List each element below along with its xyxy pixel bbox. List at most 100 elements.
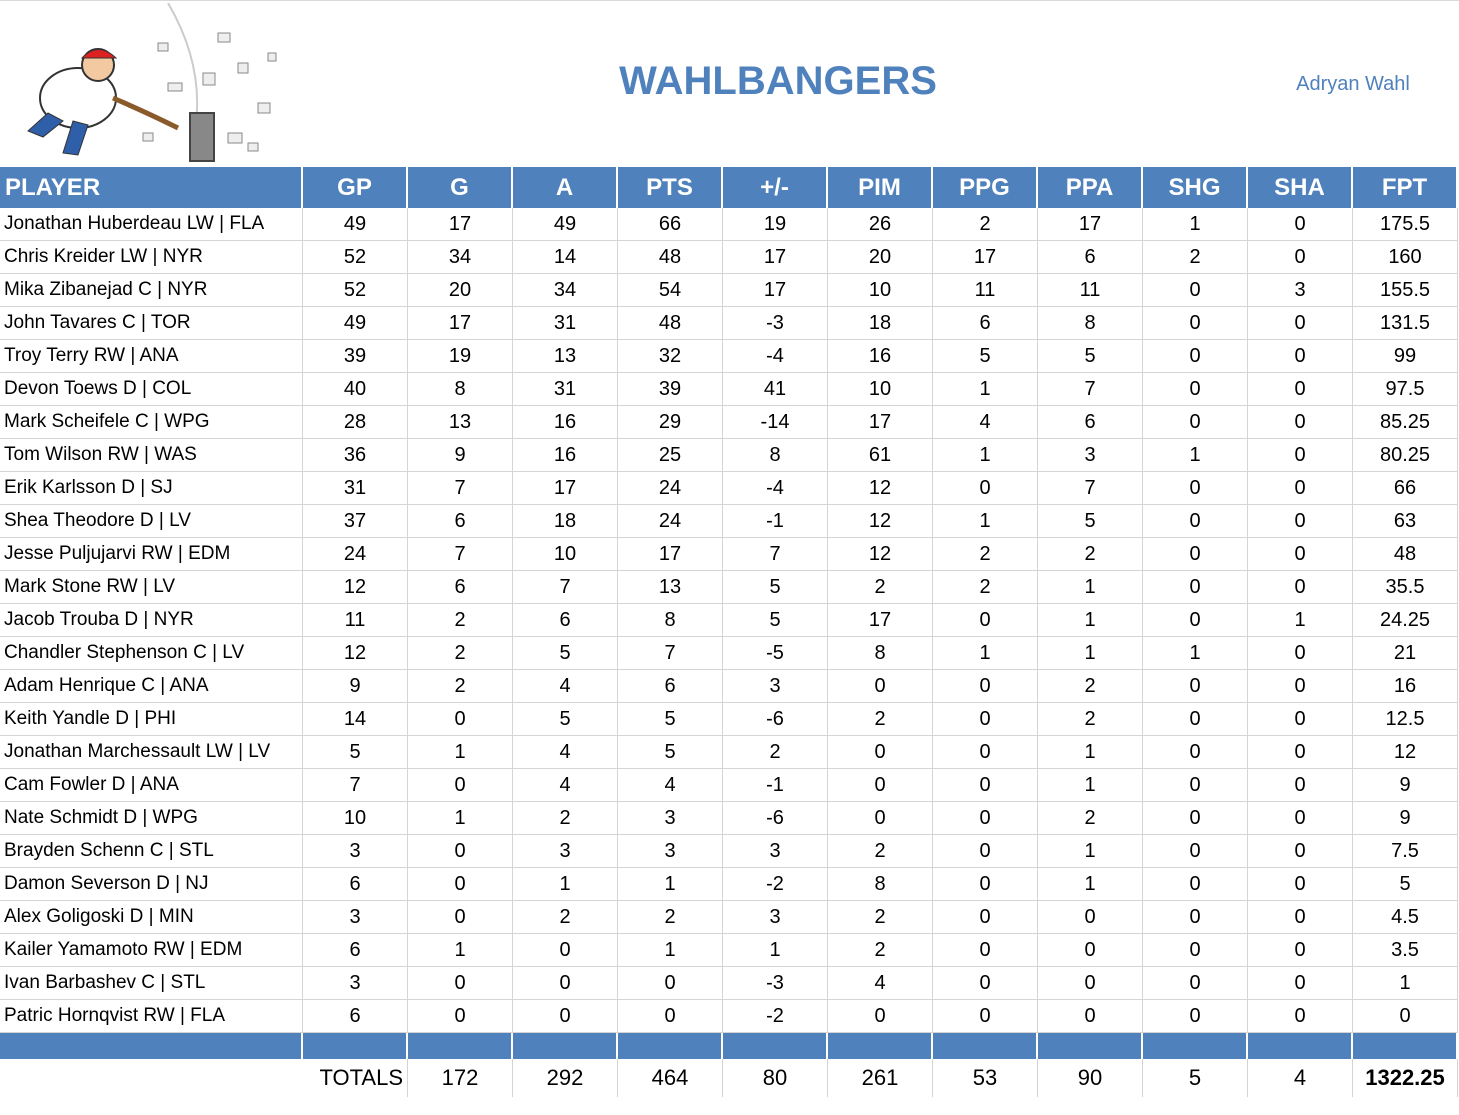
stat-cell: 0 [933, 967, 1038, 1000]
stat-cell: 80.25 [1353, 439, 1458, 472]
stat-cell: 0 [1143, 307, 1248, 340]
stat-cell: 4.5 [1353, 901, 1458, 934]
player-name: Nate Schmidt D | WPG [0, 802, 303, 835]
stat-cell: 0 [1038, 967, 1143, 1000]
stat-cell: 0 [828, 736, 933, 769]
stat-cell: 6 [513, 604, 618, 637]
column-header: G [408, 167, 513, 208]
stat-cell: 0 [1353, 1000, 1458, 1033]
stat-cell: 0 [1248, 307, 1353, 340]
stat-cell: 0 [1248, 439, 1353, 472]
stat-cell: 34 [408, 241, 513, 274]
stat-cell: 8 [828, 868, 933, 901]
stat-cell: 5 [1353, 868, 1458, 901]
stat-cell: 4 [513, 769, 618, 802]
stat-cell: -3 [723, 967, 828, 1000]
stat-cell: 2 [1038, 670, 1143, 703]
stat-cell: 31 [303, 472, 408, 505]
stat-cell: 0 [408, 901, 513, 934]
stat-cell: 17 [933, 241, 1038, 274]
stat-cell: 0 [1143, 406, 1248, 439]
stat-cell: 3 [303, 967, 408, 1000]
stat-cell: 160 [1353, 241, 1458, 274]
stat-cell: 7 [618, 637, 723, 670]
stat-cell: 0 [408, 967, 513, 1000]
stat-cell: 0 [828, 670, 933, 703]
stat-cell: 0 [1143, 703, 1248, 736]
separator-band [723, 1033, 828, 1059]
player-name: Ivan Barbashev C | STL [0, 967, 303, 1000]
stat-cell: 6 [1038, 406, 1143, 439]
stat-cell: 1 [1143, 637, 1248, 670]
stat-cell: 0 [1248, 934, 1353, 967]
separator-band [1038, 1033, 1143, 1059]
stat-cell: 1 [408, 802, 513, 835]
stat-cell: 13 [618, 571, 723, 604]
stat-cell: 0 [513, 934, 618, 967]
stat-cell: 7 [408, 472, 513, 505]
player-name: Jonathan Marchessault LW | LV [0, 736, 303, 769]
stat-cell: 7 [513, 571, 618, 604]
stat-cell: 10 [828, 274, 933, 307]
stat-cell: 5 [933, 340, 1038, 373]
stat-cell: 8 [1038, 307, 1143, 340]
stat-cell: 63 [1353, 505, 1458, 538]
stat-cell: 16 [828, 340, 933, 373]
column-header: PTS [618, 167, 723, 208]
stat-cell: 0 [1248, 340, 1353, 373]
stat-cell: 10 [513, 538, 618, 571]
stat-cell: -5 [723, 637, 828, 670]
stat-cell: 1 [723, 934, 828, 967]
stat-cell: 0 [1248, 901, 1353, 934]
stat-cell: 48 [618, 241, 723, 274]
stat-cell: 11 [1038, 274, 1143, 307]
player-name: Damon Severson D | NJ [0, 868, 303, 901]
stat-cell: 8 [618, 604, 723, 637]
player-name: Devon Toews D | COL [0, 373, 303, 406]
stat-cell: 1 [1038, 868, 1143, 901]
column-header: PIM [828, 167, 933, 208]
stat-cell: -2 [723, 1000, 828, 1033]
stat-cell: 0 [1143, 835, 1248, 868]
player-name: Troy Terry RW | ANA [0, 340, 303, 373]
stat-cell: 6 [1038, 241, 1143, 274]
stat-cell: 49 [303, 208, 408, 241]
separator-band [513, 1033, 618, 1059]
stat-cell: 35.5 [1353, 571, 1458, 604]
stat-cell: 0 [1143, 472, 1248, 505]
stat-cell: 40 [303, 373, 408, 406]
stat-cell: -1 [723, 505, 828, 538]
stat-cell: 4 [828, 967, 933, 1000]
stat-cell: 0 [1248, 769, 1353, 802]
stat-cell: 5 [723, 604, 828, 637]
player-name: Kailer Yamamoto RW | EDM [0, 934, 303, 967]
stat-cell: 0 [1248, 835, 1353, 868]
stat-cell: 1 [1038, 604, 1143, 637]
column-header: FPT [1353, 167, 1458, 208]
stat-cell: 0 [1248, 670, 1353, 703]
stat-cell: 1 [1248, 604, 1353, 637]
total-cell: 53 [933, 1059, 1038, 1097]
stat-cell: 5 [1038, 505, 1143, 538]
stat-cell: 17 [408, 307, 513, 340]
separator-band [303, 1033, 408, 1059]
stat-cell: 20 [828, 241, 933, 274]
stat-cell: 8 [828, 637, 933, 670]
stat-cell: 16 [1353, 670, 1458, 703]
player-name: Alex Goligoski D | MIN [0, 901, 303, 934]
total-cell: 4 [1248, 1059, 1353, 1097]
stat-cell: 28 [303, 406, 408, 439]
stat-cell: 6 [303, 868, 408, 901]
stat-cell: 0 [1143, 967, 1248, 1000]
stat-cell: -14 [723, 406, 828, 439]
stat-cell: 3 [1038, 439, 1143, 472]
stat-cell: 7 [303, 769, 408, 802]
stat-cell: -6 [723, 703, 828, 736]
player-name: Jesse Puljujarvi RW | EDM [0, 538, 303, 571]
player-name: Erik Karlsson D | SJ [0, 472, 303, 505]
stat-cell: 0 [1038, 934, 1143, 967]
owner-name: Adryan Wahl [1296, 73, 1410, 95]
stat-cell: 1 [618, 934, 723, 967]
stat-cell: 0 [933, 670, 1038, 703]
stat-cell: 4 [513, 670, 618, 703]
